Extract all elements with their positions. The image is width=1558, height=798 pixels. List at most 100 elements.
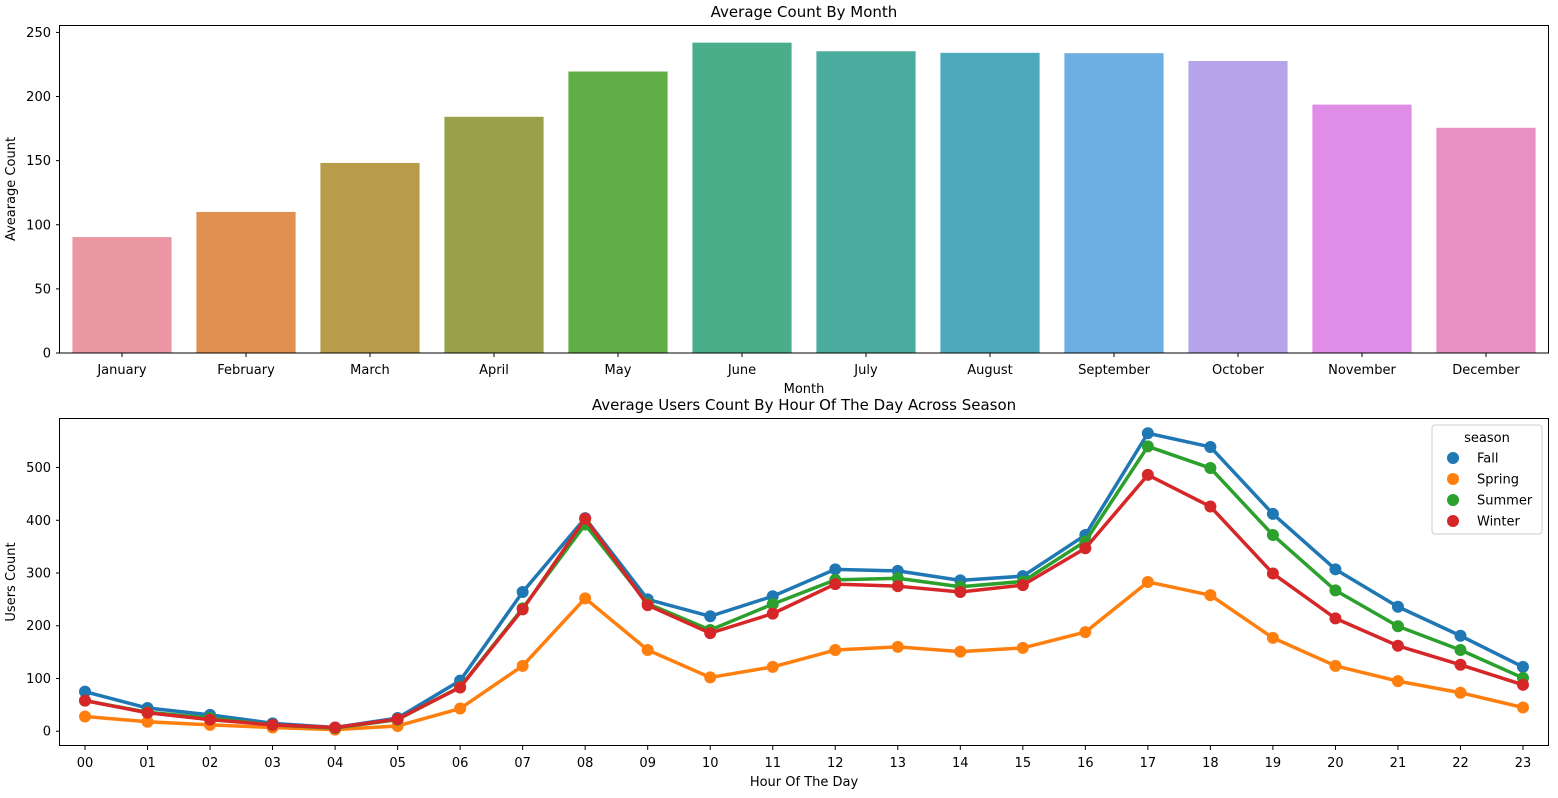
y-tick-label: 200 — [26, 619, 51, 634]
x-tick-label: 09 — [639, 756, 656, 771]
legend-label-fall: Fall — [1477, 452, 1498, 467]
x-tick-label: November — [1328, 363, 1396, 378]
bar-may — [568, 71, 668, 353]
x-tick-label: October — [1212, 363, 1265, 378]
x-tick-label: 12 — [827, 756, 844, 771]
data-point — [454, 681, 467, 694]
data-point — [1016, 579, 1029, 592]
y-tick-label: 400 — [26, 514, 51, 529]
data-point — [1454, 629, 1467, 642]
data-point — [1016, 641, 1029, 654]
data-point — [1141, 440, 1154, 453]
data-point — [1454, 644, 1467, 657]
bar-june — [692, 42, 792, 353]
data-point — [891, 640, 904, 653]
bar-december — [1436, 127, 1536, 354]
data-point — [1204, 462, 1217, 475]
x-tick-label: 07 — [514, 756, 531, 771]
x-tick-label: 00 — [77, 756, 94, 771]
data-point — [1266, 567, 1279, 580]
legend-marker-summer — [1447, 494, 1459, 506]
data-point — [829, 563, 842, 576]
data-point — [1391, 620, 1404, 633]
data-point — [79, 685, 92, 698]
x-tick-label: 14 — [952, 756, 969, 771]
bar-april — [444, 116, 544, 353]
x-tick-label: December — [1452, 363, 1520, 378]
data-point — [1079, 626, 1092, 639]
data-point — [1266, 507, 1279, 520]
legend-marker-winter — [1447, 515, 1459, 527]
x-tick-label: 21 — [1390, 756, 1407, 771]
bar-october — [1188, 61, 1288, 353]
y-tick-label: 100 — [26, 218, 51, 233]
data-point — [1204, 500, 1217, 513]
data-point — [704, 671, 717, 684]
x-tick-label: 05 — [389, 756, 406, 771]
data-point — [1079, 542, 1092, 555]
line-chart-frame — [59, 418, 1549, 746]
bar-chart-month: Average Count By Month 0 50 100 150 200 250 J… — [4, 3, 1549, 397]
data-point — [391, 713, 404, 726]
data-point — [829, 644, 842, 657]
data-point — [1391, 600, 1404, 613]
legend-label-winter: Winter — [1477, 515, 1521, 530]
bar-chart-title: Average Count By Month — [711, 3, 898, 21]
line-chart-xlabel: Hour Of The Day — [750, 775, 859, 790]
x-tick-label: 18 — [1202, 756, 1219, 771]
line-chart-hour-season: Average Users Count By Hour Of The Day A… — [4, 396, 1549, 790]
x-tick-label: 15 — [1015, 756, 1032, 771]
x-tick-label: February — [217, 363, 275, 378]
x-tick-label: 01 — [139, 756, 156, 771]
bar-july — [816, 51, 916, 353]
data-point — [1391, 639, 1404, 652]
x-tick-label: 16 — [1077, 756, 1094, 771]
y-tick-label: 0 — [43, 725, 51, 740]
data-point — [329, 721, 342, 734]
data-point — [829, 578, 842, 591]
x-tick-label: 11 — [764, 756, 781, 771]
data-point — [516, 585, 529, 598]
data-point — [516, 659, 529, 672]
data-point — [1141, 468, 1154, 481]
data-point — [1329, 563, 1342, 576]
data-point — [1516, 678, 1529, 691]
y-tick-label: 500 — [26, 461, 51, 476]
data-point — [1141, 427, 1154, 440]
x-tick-label: 03 — [264, 756, 281, 771]
x-tick-label: 06 — [452, 756, 469, 771]
data-point — [1329, 659, 1342, 672]
line-chart-title: Average Users Count By Hour Of The Day A… — [592, 396, 1016, 414]
x-tick-label: 13 — [890, 756, 907, 771]
x-tick-label: 02 — [202, 756, 219, 771]
x-tick-label: 20 — [1327, 756, 1344, 771]
x-tick-label: 10 — [702, 756, 719, 771]
data-point — [704, 610, 717, 623]
legend-label-spring: Spring — [1477, 473, 1519, 488]
legend-marker-spring — [1447, 473, 1459, 485]
series-winter — [79, 468, 1529, 734]
data-point — [141, 715, 154, 728]
data-point — [1204, 440, 1217, 453]
legend-title: season — [1464, 431, 1510, 446]
series-line — [84, 473, 1524, 730]
x-tick-label: 22 — [1452, 756, 1469, 771]
data-point — [141, 706, 154, 719]
bar-march — [320, 162, 420, 353]
bar-chart-ylabel: Avearage Count — [4, 137, 19, 241]
bar-january — [72, 237, 172, 353]
legend-marker-fall — [1447, 452, 1459, 464]
bar-august — [940, 52, 1040, 353]
x-tick-label: January — [96, 363, 147, 378]
series-fall — [79, 427, 1529, 734]
data-point — [579, 592, 592, 605]
series-line — [84, 431, 1524, 730]
bar-february — [196, 211, 296, 353]
data-point — [766, 660, 779, 673]
data-point — [1391, 675, 1404, 688]
x-tick-label: August — [967, 363, 1013, 378]
y-tick-label: 300 — [26, 567, 51, 582]
series-line — [84, 580, 1524, 732]
y-tick-label: 200 — [26, 90, 51, 105]
